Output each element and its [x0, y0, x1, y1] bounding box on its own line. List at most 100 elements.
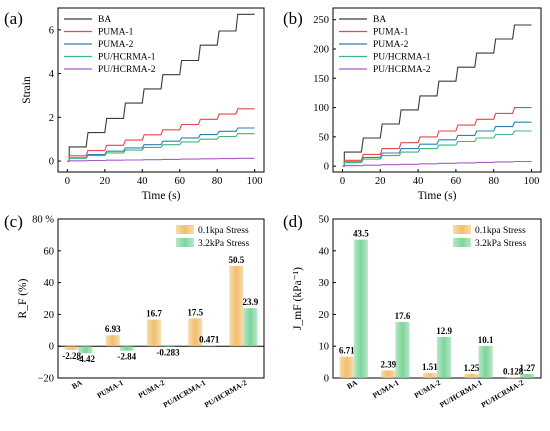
legend-label: PUMA-1	[98, 28, 134, 38]
plot-frame	[57, 218, 265, 379]
series-line-ba	[67, 13, 255, 162]
data-label: 6.93	[105, 324, 121, 334]
y-tick-label: 20	[319, 310, 330, 321]
bar-0-1kpa-stress-pu-hcrma-2	[506, 377, 521, 379]
legend-label: 3.2kPa Stress	[198, 239, 250, 249]
series-line-pu-hcrma-1	[67, 133, 255, 162]
data-label: 43.5	[353, 229, 369, 239]
line-chart-a: 0 20 40 60 80 100 0 2 4 6 Time (s) Strain BA PUMA-1 PU…	[4, 7, 265, 202]
y-tick-label: 50	[319, 132, 330, 143]
data-label: 0.128	[503, 367, 524, 377]
legend-swatch	[453, 238, 471, 247]
x-tick-label: 80	[488, 176, 499, 187]
data-label: 50.5	[229, 255, 245, 265]
series-line-pu-hcrma-2	[67, 157, 255, 162]
y-tick-label: 80 %	[32, 215, 54, 226]
bar-0-1kpa-stress-ba	[339, 356, 354, 378]
panel-label: (a)	[4, 9, 23, 28]
bar-0-1kpa-stress-puma-2	[422, 373, 437, 378]
x-tick-label: 60	[174, 176, 185, 187]
y-tick-label: 200	[313, 45, 329, 56]
bar-3-2kpa-stress-pu-hcrma-2	[243, 308, 258, 347]
bar-3-2kpa-stress-puma-1	[395, 322, 410, 378]
x-tick-label: 100	[524, 176, 540, 187]
plot-frame	[332, 7, 542, 173]
legend-label: 3.2kPa Stress	[475, 239, 527, 249]
panel-label: (b)	[283, 9, 303, 28]
series-line-pu-hcrma-1	[342, 130, 532, 167]
data-label: 10.1	[478, 335, 494, 345]
category-label: PUMA-2	[413, 378, 443, 400]
series-line-puma-1	[67, 108, 255, 162]
category-label: PUMA-1	[371, 378, 401, 400]
bar-3-2kpa-stress-puma-1	[119, 346, 134, 351]
y-tick-label: 20	[44, 310, 55, 321]
bar-0-1kpa-stress-puma-1	[381, 370, 396, 378]
category-label: PU/HCRMA-1	[438, 378, 484, 410]
x-tick-label: 40	[137, 176, 148, 187]
y-tick-label: 2	[49, 113, 54, 124]
data-label: 2.39	[380, 359, 396, 369]
legend-label: 0.1kpa Stress	[475, 226, 526, 236]
y-tick-label: 250	[313, 15, 329, 26]
y-tick-label: 0	[49, 342, 54, 353]
category-label: BA	[345, 378, 359, 391]
series-line-ba	[342, 24, 532, 167]
panel-label: (c)	[4, 212, 23, 231]
data-label: 6.71	[339, 346, 355, 356]
data-label: 1.51	[422, 362, 438, 372]
bar-3-2kpa-stress-pu-hcrma-2	[520, 373, 535, 378]
legend-label: PUMA-2	[373, 40, 409, 50]
data-label: 0.471	[199, 334, 220, 344]
y-tick-label: 0	[49, 157, 54, 168]
y-tick-label: 150	[313, 74, 329, 85]
bar-3-2kpa-stress-pu-hcrma-1	[478, 345, 493, 378]
category-label: BA	[70, 378, 84, 391]
data-label: 23.9	[243, 297, 259, 307]
legend-label: PUMA-1	[373, 28, 409, 38]
x-tick-label: 0	[340, 176, 345, 187]
legend-label: PU/HCRMA-1	[98, 53, 156, 63]
legend-label: BA	[98, 15, 111, 25]
bar-0-1kpa-stress-puma-2	[146, 319, 161, 347]
y-tick-label: 40	[319, 246, 330, 257]
category-label: PU/HCRMA-2	[480, 378, 526, 410]
data-label: 12.9	[436, 326, 452, 336]
x-tick-label: 0	[65, 176, 70, 187]
category-label: PUMA-2	[137, 378, 167, 400]
x-tick-label: 80	[212, 176, 223, 187]
x-tick-label: 40	[413, 176, 424, 187]
data-label: 16.7	[146, 309, 162, 319]
x-tick-label: 20	[100, 176, 111, 187]
bar-3-2kpa-stress-ba	[353, 239, 368, 378]
y-axis-label: Strain	[21, 76, 33, 104]
category-label: PU/HCRMA-1	[162, 378, 208, 410]
bar-chart-d: 0 10 20 30 40 50 J_mF (kPa⁻¹) 6.71 43.5 BA 2.39 17.…	[283, 212, 542, 410]
plot-frame	[57, 7, 265, 173]
x-axis-label: Time (s)	[418, 190, 457, 202]
legend-swatch	[453, 225, 471, 234]
data-label: -2.84	[117, 352, 136, 362]
y-axis-label: R_F (%)	[17, 278, 29, 318]
legend-label: PU/HCRMA-2	[373, 65, 431, 75]
x-axis-label: Time (s)	[142, 190, 181, 202]
legend-swatch	[176, 238, 194, 247]
y-tick-label: 4	[49, 69, 55, 80]
panel-label: (d)	[283, 212, 303, 231]
bar-0-1kpa-stress-pu-hcrma-1	[188, 318, 203, 347]
legend-label: 0.1kpa Stress	[198, 226, 249, 236]
category-label: PUMA-1	[95, 378, 125, 400]
bar-3-2kpa-stress-puma-2	[161, 346, 176, 347]
y-tick-label: 60	[44, 246, 55, 257]
bar-0-1kpa-stress-pu-hcrma-2	[229, 265, 244, 347]
bar-0-1kpa-stress-puma-1	[105, 335, 120, 347]
bar-0-1kpa-stress-ba	[64, 346, 79, 350]
y-tick-label: 100	[313, 103, 329, 114]
y-tick-label: 0	[324, 162, 329, 173]
y-tick-label: 30	[319, 278, 330, 289]
data-label: 1.27	[519, 363, 535, 373]
legend-label: PU/HCRMA-2	[98, 65, 156, 75]
y-tick-label: 40	[44, 278, 55, 289]
y-tick-label: 0	[324, 374, 329, 385]
